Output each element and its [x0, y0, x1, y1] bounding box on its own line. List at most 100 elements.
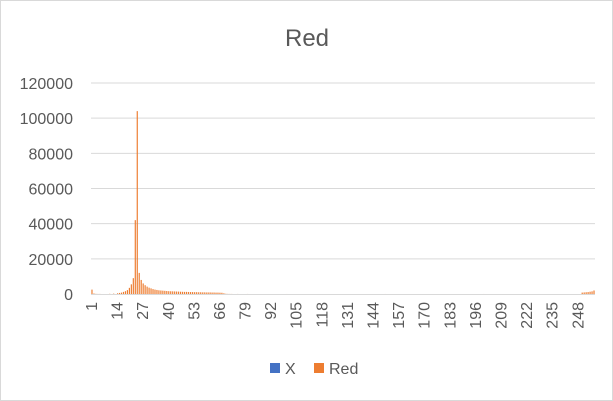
- x-tick-label: 92: [263, 302, 280, 320]
- bar-red: [201, 292, 203, 294]
- legend-label-red: Red: [329, 361, 358, 378]
- bar-red: [132, 278, 134, 294]
- bar-red: [174, 291, 176, 294]
- bar-red: [126, 290, 129, 294]
- legend-label-x: X: [285, 361, 296, 378]
- bar-red: [172, 291, 174, 294]
- bar-red: [93, 293, 95, 294]
- bar-red: [203, 292, 205, 294]
- bar-red: [587, 292, 589, 294]
- bar-red: [134, 220, 136, 294]
- bar-red: [583, 292, 585, 294]
- bar-red: [122, 291, 125, 294]
- x-tick-label: 235: [545, 302, 562, 329]
- x-tick-label: 1: [84, 302, 101, 311]
- bar-red: [160, 290, 162, 294]
- bars: [91, 111, 595, 294]
- bar-red: [205, 292, 207, 294]
- bar-red: [120, 292, 123, 294]
- x-tick-label: 209: [493, 302, 510, 329]
- x-tick-label: 170: [417, 302, 434, 329]
- bar-red: [185, 291, 188, 294]
- x-tick-label: 118: [314, 302, 331, 328]
- bar-red: [207, 292, 209, 294]
- y-tick-label: 80000: [29, 146, 74, 163]
- bar-red: [179, 291, 182, 294]
- x-axis-ticks: 1 14 27 40 53 66 79 92 105 118 131 144 157 170 183 196 2…: [84, 302, 587, 329]
- x-tick-label: 40: [161, 302, 178, 320]
- y-axis-ticks: 0 20000 40000 60000 80000 100000 120000: [20, 76, 73, 304]
- x-tick-label: 157: [391, 302, 408, 329]
- bar-red: [150, 288, 152, 294]
- x-tick-label: 53: [186, 302, 203, 320]
- bar-red: [170, 291, 172, 294]
- bar-red: [176, 291, 178, 294]
- bar-red: [148, 287, 150, 294]
- bar-red: [144, 285, 146, 294]
- x-tick-label: 66: [212, 302, 229, 320]
- gridlines: [91, 82, 595, 260]
- bar-red: [152, 289, 154, 294]
- y-tick-label: 40000: [29, 217, 74, 234]
- y-tick-label: 120000: [20, 76, 73, 93]
- bar-red: [191, 292, 193, 294]
- y-tick-label: 60000: [29, 182, 74, 199]
- bar-red: [136, 111, 138, 294]
- x-tick-label: 27: [135, 302, 152, 320]
- x-tick-label: 79: [238, 302, 255, 320]
- bar-red: [581, 292, 583, 294]
- bar-red: [189, 292, 192, 294]
- x-tick-label: 196: [468, 302, 485, 329]
- legend-swatch-red: [314, 363, 324, 373]
- y-tick-label: 20000: [29, 252, 74, 269]
- bar-red: [140, 279, 142, 294]
- bar-red: [219, 292, 221, 294]
- x-tick-label: 14: [110, 302, 127, 320]
- bar-red: [162, 290, 164, 294]
- bar-red: [142, 283, 144, 294]
- bar-red: [91, 289, 93, 294]
- bar-red: [593, 290, 595, 294]
- bar-red: [164, 290, 166, 294]
- bar-red: [193, 292, 195, 294]
- bar-red: [124, 291, 127, 294]
- bar-red: [181, 291, 184, 294]
- bar-red: [213, 292, 215, 294]
- x-tick-label: 105: [289, 302, 306, 329]
- bar-red: [221, 292, 223, 294]
- bar-red: [199, 292, 201, 294]
- legend-swatch-x: [270, 363, 280, 373]
- bar-red: [178, 291, 180, 294]
- bar-red: [217, 292, 219, 294]
- bar-red: [130, 284, 132, 294]
- x-tick-label: 144: [366, 302, 383, 329]
- bar-red: [146, 286, 148, 294]
- legend: X Red: [270, 361, 358, 378]
- x-tick-label: 248: [570, 302, 587, 329]
- bar-red: [197, 292, 199, 294]
- x-tick-label: 222: [519, 302, 536, 329]
- bar-red: [589, 291, 591, 294]
- x-tick-label: 131: [340, 302, 357, 329]
- bar-red: [591, 291, 593, 294]
- bar-red: [156, 289, 158, 294]
- bar-red: [166, 291, 168, 294]
- bar-red: [154, 289, 156, 294]
- bar-red: [138, 272, 140, 294]
- y-tick-label: 100000: [20, 111, 73, 128]
- bar-red: [118, 292, 121, 294]
- bar-red: [128, 287, 130, 294]
- chart-title: Red: [285, 25, 329, 52]
- bar-red: [183, 291, 186, 294]
- bar-red: [209, 292, 211, 294]
- bar-red: [168, 291, 170, 294]
- bar-red: [116, 293, 119, 294]
- bar-red: [158, 290, 160, 294]
- bar-red: [195, 292, 197, 294]
- bar-red: [223, 293, 225, 294]
- x-tick-label: 183: [442, 302, 459, 329]
- bar-red: [585, 292, 587, 294]
- bar-red: [211, 292, 213, 294]
